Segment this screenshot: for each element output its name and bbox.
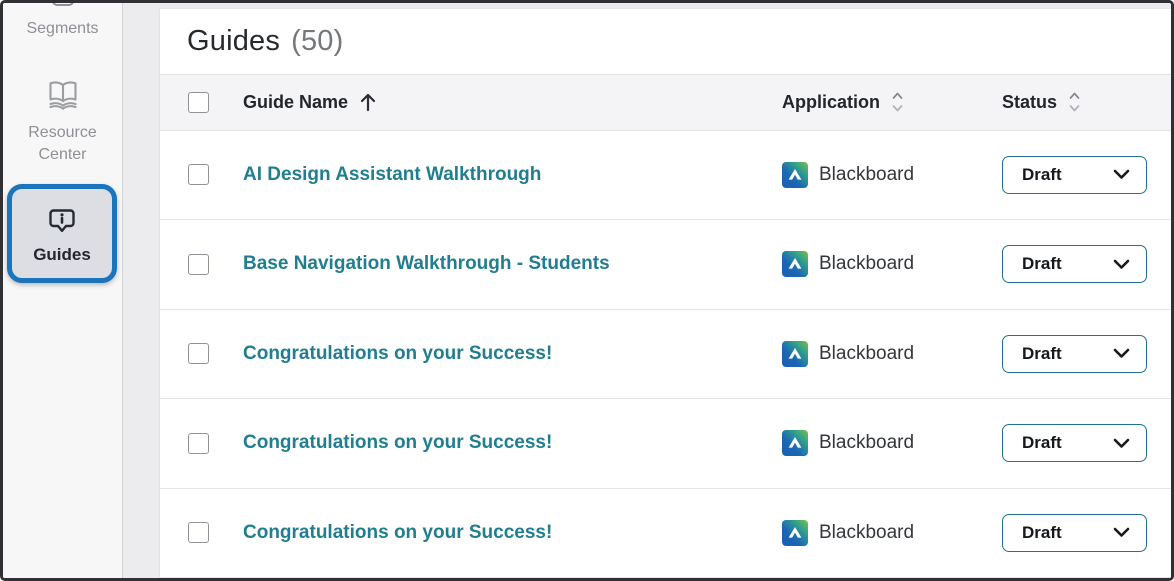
chevron-down-icon bbox=[1113, 169, 1130, 180]
status-dropdown[interactable]: Draft bbox=[1002, 155, 1147, 194]
guides-count: (50) bbox=[291, 24, 344, 57]
blackboard-icon bbox=[782, 340, 808, 367]
sort-chevrons-icon bbox=[1067, 89, 1082, 115]
select-all-checkbox[interactable] bbox=[188, 91, 209, 113]
application-name: Blackboard bbox=[819, 342, 915, 364]
table-row: Congratulations on your Success! Blackbo… bbox=[160, 399, 1171, 489]
page-title-text: Guides bbox=[187, 24, 281, 57]
guides-icon bbox=[44, 203, 80, 239]
blackboard-icon bbox=[782, 430, 808, 457]
status-dropdown[interactable]: Draft bbox=[1002, 245, 1147, 284]
row-checkbox[interactable] bbox=[188, 522, 209, 544]
application-name: Blackboard bbox=[819, 253, 915, 275]
column-header-status[interactable]: Status bbox=[1002, 89, 1082, 115]
main-content: Guides (50) Guide Name bbox=[123, 3, 1171, 578]
table-row: AI Design Assistant Walkthrough Blackboa… bbox=[160, 130, 1171, 220]
chevron-down-icon bbox=[1113, 348, 1130, 359]
column-header-application-label: Application bbox=[782, 91, 880, 112]
sidebar-item-resource-center[interactable]: Resource Center bbox=[28, 124, 97, 164]
status-dropdown[interactable]: Draft bbox=[1002, 334, 1147, 373]
sort-chevrons-icon bbox=[890, 89, 905, 115]
status-dropdown[interactable]: Draft bbox=[1002, 513, 1147, 552]
status-dropdown[interactable]: Draft bbox=[1002, 424, 1147, 463]
row-checkbox[interactable] bbox=[188, 432, 209, 454]
column-header-application[interactable]: Application bbox=[782, 89, 905, 115]
status-value: Draft bbox=[1022, 343, 1062, 363]
table-row: Congratulations on your Success! Blackbo… bbox=[160, 309, 1171, 399]
guide-name-link[interactable]: AI Design Assistant Walkthrough bbox=[243, 163, 542, 185]
guide-name-link[interactable]: Congratulations on your Success! bbox=[243, 342, 553, 364]
column-header-guide-name-label: Guide Name bbox=[243, 91, 349, 112]
resource-center-icon bbox=[43, 77, 83, 113]
row-checkbox[interactable] bbox=[188, 164, 209, 186]
chevron-down-icon bbox=[1113, 438, 1130, 449]
guides-card: Guides (50) Guide Name bbox=[159, 8, 1171, 578]
sidebar-item-guides[interactable]: Guides bbox=[7, 184, 117, 283]
guide-name-link[interactable]: Base Navigation Walkthrough - Students bbox=[243, 253, 610, 275]
column-header-guide-name[interactable]: Guide Name bbox=[243, 91, 378, 113]
status-value: Draft bbox=[1022, 433, 1062, 453]
page-title: Guides (50) bbox=[160, 9, 1171, 74]
blackboard-icon bbox=[782, 251, 808, 278]
sidebar-item-guides-label: Guides bbox=[33, 244, 91, 264]
chevron-down-icon bbox=[1113, 527, 1130, 538]
column-header-status-label: Status bbox=[1002, 91, 1058, 112]
application-name: Blackboard bbox=[819, 432, 915, 454]
status-value: Draft bbox=[1022, 254, 1062, 274]
status-value: Draft bbox=[1022, 522, 1062, 542]
sidebar: Segments Resource Center Guides bbox=[3, 3, 123, 578]
application-name: Blackboard bbox=[819, 521, 915, 543]
blackboard-icon bbox=[782, 161, 808, 188]
sidebar-item-segments[interactable]: Segments bbox=[26, 20, 99, 37]
application-name: Blackboard bbox=[819, 163, 915, 185]
table-header-row: Guide Name Application bbox=[160, 73, 1171, 131]
chevron-down-icon bbox=[1113, 259, 1130, 270]
row-checkbox[interactable] bbox=[188, 343, 209, 365]
table-row: Congratulations on your Success! Blackbo… bbox=[160, 488, 1171, 578]
table-row: Base Navigation Walkthrough - Students B… bbox=[160, 220, 1171, 310]
guide-name-link[interactable]: Congratulations on your Success! bbox=[243, 432, 553, 454]
status-value: Draft bbox=[1022, 164, 1062, 184]
arrow-up-icon bbox=[358, 91, 378, 113]
blackboard-icon bbox=[782, 519, 808, 546]
guide-name-link[interactable]: Congratulations on your Success! bbox=[243, 521, 553, 543]
segments-icon bbox=[52, 3, 74, 6]
row-checkbox[interactable] bbox=[188, 253, 209, 275]
